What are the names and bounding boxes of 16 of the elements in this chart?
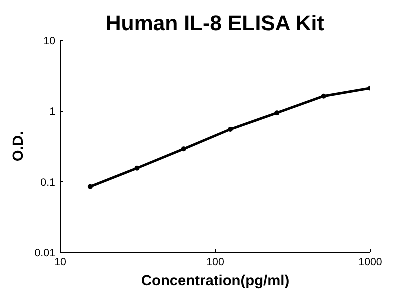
x-axis-title: Concentration(pg/ml) bbox=[141, 274, 290, 290]
chart-title: Human IL-8 ELISA Kit bbox=[106, 12, 324, 36]
y-tick-label: 0.01 bbox=[34, 248, 56, 260]
point bbox=[321, 94, 326, 99]
y-tick-label: 1 bbox=[50, 106, 56, 118]
point bbox=[134, 166, 140, 171]
point bbox=[181, 146, 186, 152]
point bbox=[228, 127, 234, 132]
point bbox=[88, 184, 93, 190]
y-tick-label: 10 bbox=[44, 36, 56, 48]
y-axis-title: O.D. bbox=[10, 131, 27, 162]
x-tick-label: 100 bbox=[206, 256, 224, 268]
point bbox=[274, 110, 280, 116]
x-tick-label: 1000 bbox=[358, 256, 382, 268]
y-tick-label: 0.1 bbox=[40, 176, 56, 189]
x-tick-label: 10 bbox=[54, 256, 66, 268]
